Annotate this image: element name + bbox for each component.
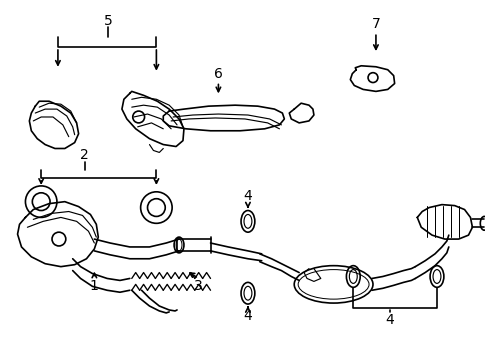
Text: 4: 4 bbox=[243, 189, 252, 203]
Text: 3: 3 bbox=[194, 279, 203, 293]
Text: 7: 7 bbox=[371, 17, 380, 31]
Text: 2: 2 bbox=[80, 148, 89, 162]
Text: 4: 4 bbox=[243, 309, 252, 323]
Text: 4: 4 bbox=[385, 313, 393, 327]
Text: 6: 6 bbox=[214, 67, 223, 81]
Text: 1: 1 bbox=[90, 279, 99, 293]
Text: 5: 5 bbox=[103, 14, 112, 27]
